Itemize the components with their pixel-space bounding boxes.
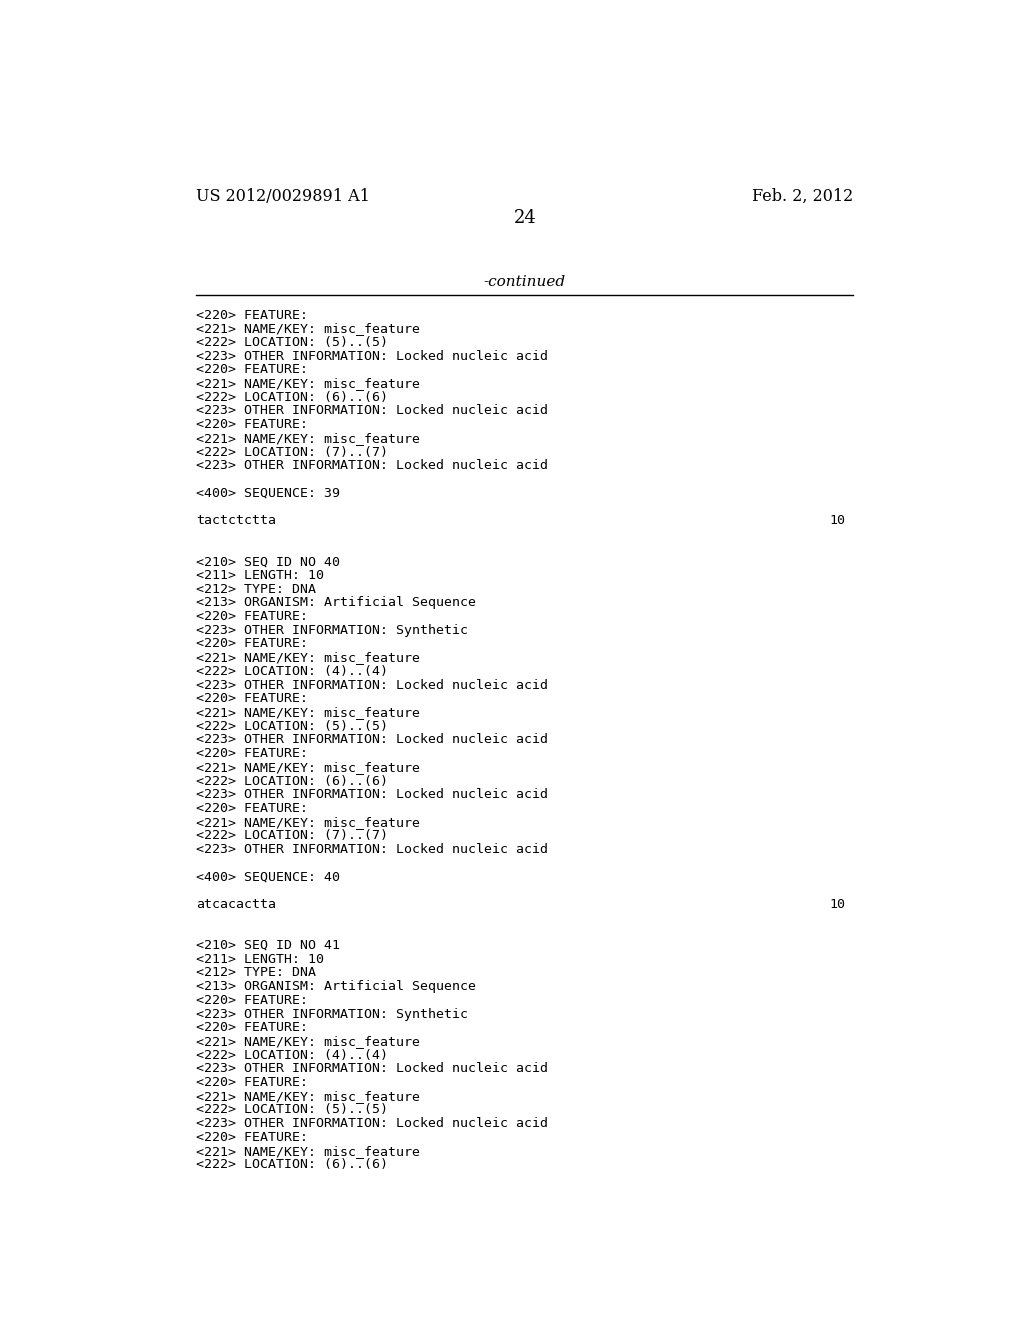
Text: <220> FEATURE:: <220> FEATURE: bbox=[197, 309, 308, 322]
Text: Feb. 2, 2012: Feb. 2, 2012 bbox=[753, 187, 853, 205]
Text: <220> FEATURE:: <220> FEATURE: bbox=[197, 610, 308, 623]
Text: <221> NAME/KEY: misc_feature: <221> NAME/KEY: misc_feature bbox=[197, 651, 420, 664]
Text: <223> OTHER INFORMATION: Locked nucleic acid: <223> OTHER INFORMATION: Locked nucleic … bbox=[197, 459, 548, 473]
Text: <223> OTHER INFORMATION: Locked nucleic acid: <223> OTHER INFORMATION: Locked nucleic … bbox=[197, 1117, 548, 1130]
Text: <222> LOCATION: (4)..(4): <222> LOCATION: (4)..(4) bbox=[197, 665, 388, 678]
Text: <220> FEATURE:: <220> FEATURE: bbox=[197, 1076, 308, 1089]
Text: <222> LOCATION: (4)..(4): <222> LOCATION: (4)..(4) bbox=[197, 1048, 388, 1061]
Text: <210> SEQ ID NO 41: <210> SEQ ID NO 41 bbox=[197, 939, 340, 952]
Text: -continued: -continued bbox=[483, 276, 566, 289]
Text: <400> SEQUENCE: 40: <400> SEQUENCE: 40 bbox=[197, 870, 340, 883]
Text: <222> LOCATION: (7)..(7): <222> LOCATION: (7)..(7) bbox=[197, 829, 388, 842]
Text: tactctctta: tactctctta bbox=[197, 515, 276, 527]
Text: <220> FEATURE:: <220> FEATURE: bbox=[197, 803, 308, 814]
Text: <220> FEATURE:: <220> FEATURE: bbox=[197, 994, 308, 1007]
Text: <220> FEATURE:: <220> FEATURE: bbox=[197, 747, 308, 760]
Text: <222> LOCATION: (6)..(6): <222> LOCATION: (6)..(6) bbox=[197, 775, 388, 788]
Text: <400> SEQUENCE: 39: <400> SEQUENCE: 39 bbox=[197, 487, 340, 500]
Text: <221> NAME/KEY: misc_feature: <221> NAME/KEY: misc_feature bbox=[197, 322, 420, 335]
Text: <221> NAME/KEY: misc_feature: <221> NAME/KEY: misc_feature bbox=[197, 1090, 420, 1102]
Text: <211> LENGTH: 10: <211> LENGTH: 10 bbox=[197, 953, 325, 966]
Text: <221> NAME/KEY: misc_feature: <221> NAME/KEY: misc_feature bbox=[197, 1035, 420, 1048]
Text: <221> NAME/KEY: misc_feature: <221> NAME/KEY: misc_feature bbox=[197, 706, 420, 719]
Text: <223> OTHER INFORMATION: Synthetic: <223> OTHER INFORMATION: Synthetic bbox=[197, 624, 468, 636]
Text: <223> OTHER INFORMATION: Locked nucleic acid: <223> OTHER INFORMATION: Locked nucleic … bbox=[197, 350, 548, 363]
Text: <220> FEATURE:: <220> FEATURE: bbox=[197, 363, 308, 376]
Text: <222> LOCATION: (6)..(6): <222> LOCATION: (6)..(6) bbox=[197, 391, 388, 404]
Text: <222> LOCATION: (5)..(5): <222> LOCATION: (5)..(5) bbox=[197, 1104, 388, 1117]
Text: <223> OTHER INFORMATION: Locked nucleic acid: <223> OTHER INFORMATION: Locked nucleic … bbox=[197, 788, 548, 801]
Text: <223> OTHER INFORMATION: Locked nucleic acid: <223> OTHER INFORMATION: Locked nucleic … bbox=[197, 1063, 548, 1076]
Text: <220> FEATURE:: <220> FEATURE: bbox=[197, 692, 308, 705]
Text: <223> OTHER INFORMATION: Locked nucleic acid: <223> OTHER INFORMATION: Locked nucleic … bbox=[197, 734, 548, 746]
Text: <221> NAME/KEY: misc_feature: <221> NAME/KEY: misc_feature bbox=[197, 816, 420, 829]
Text: US 2012/0029891 A1: US 2012/0029891 A1 bbox=[197, 187, 370, 205]
Text: <221> NAME/KEY: misc_feature: <221> NAME/KEY: misc_feature bbox=[197, 378, 420, 391]
Text: <223> OTHER INFORMATION: Locked nucleic acid: <223> OTHER INFORMATION: Locked nucleic … bbox=[197, 678, 548, 692]
Text: <223> OTHER INFORMATION: Synthetic: <223> OTHER INFORMATION: Synthetic bbox=[197, 1007, 468, 1020]
Text: <222> LOCATION: (7)..(7): <222> LOCATION: (7)..(7) bbox=[197, 446, 388, 458]
Text: <222> LOCATION: (6)..(6): <222> LOCATION: (6)..(6) bbox=[197, 1159, 388, 1171]
Text: <221> NAME/KEY: misc_feature: <221> NAME/KEY: misc_feature bbox=[197, 760, 420, 774]
Text: <222> LOCATION: (5)..(5): <222> LOCATION: (5)..(5) bbox=[197, 337, 388, 348]
Text: 10: 10 bbox=[829, 515, 846, 527]
Text: 10: 10 bbox=[829, 898, 846, 911]
Text: <212> TYPE: DNA: <212> TYPE: DNA bbox=[197, 582, 316, 595]
Text: <220> FEATURE:: <220> FEATURE: bbox=[197, 1022, 308, 1035]
Text: <223> OTHER INFORMATION: Locked nucleic acid: <223> OTHER INFORMATION: Locked nucleic … bbox=[197, 843, 548, 857]
Text: <213> ORGANISM: Artificial Sequence: <213> ORGANISM: Artificial Sequence bbox=[197, 597, 476, 610]
Text: <211> LENGTH: 10: <211> LENGTH: 10 bbox=[197, 569, 325, 582]
Text: <221> NAME/KEY: misc_feature: <221> NAME/KEY: misc_feature bbox=[197, 432, 420, 445]
Text: <212> TYPE: DNA: <212> TYPE: DNA bbox=[197, 966, 316, 979]
Text: <220> FEATURE:: <220> FEATURE: bbox=[197, 1131, 308, 1144]
Text: atcacactta: atcacactta bbox=[197, 898, 276, 911]
Text: <221> NAME/KEY: misc_feature: <221> NAME/KEY: misc_feature bbox=[197, 1144, 420, 1158]
Text: <222> LOCATION: (5)..(5): <222> LOCATION: (5)..(5) bbox=[197, 719, 388, 733]
Text: <223> OTHER INFORMATION: Locked nucleic acid: <223> OTHER INFORMATION: Locked nucleic … bbox=[197, 404, 548, 417]
Text: <210> SEQ ID NO 40: <210> SEQ ID NO 40 bbox=[197, 556, 340, 568]
Text: 24: 24 bbox=[513, 209, 537, 227]
Text: <220> FEATURE:: <220> FEATURE: bbox=[197, 418, 308, 432]
Text: <220> FEATURE:: <220> FEATURE: bbox=[197, 638, 308, 651]
Text: <213> ORGANISM: Artificial Sequence: <213> ORGANISM: Artificial Sequence bbox=[197, 981, 476, 993]
